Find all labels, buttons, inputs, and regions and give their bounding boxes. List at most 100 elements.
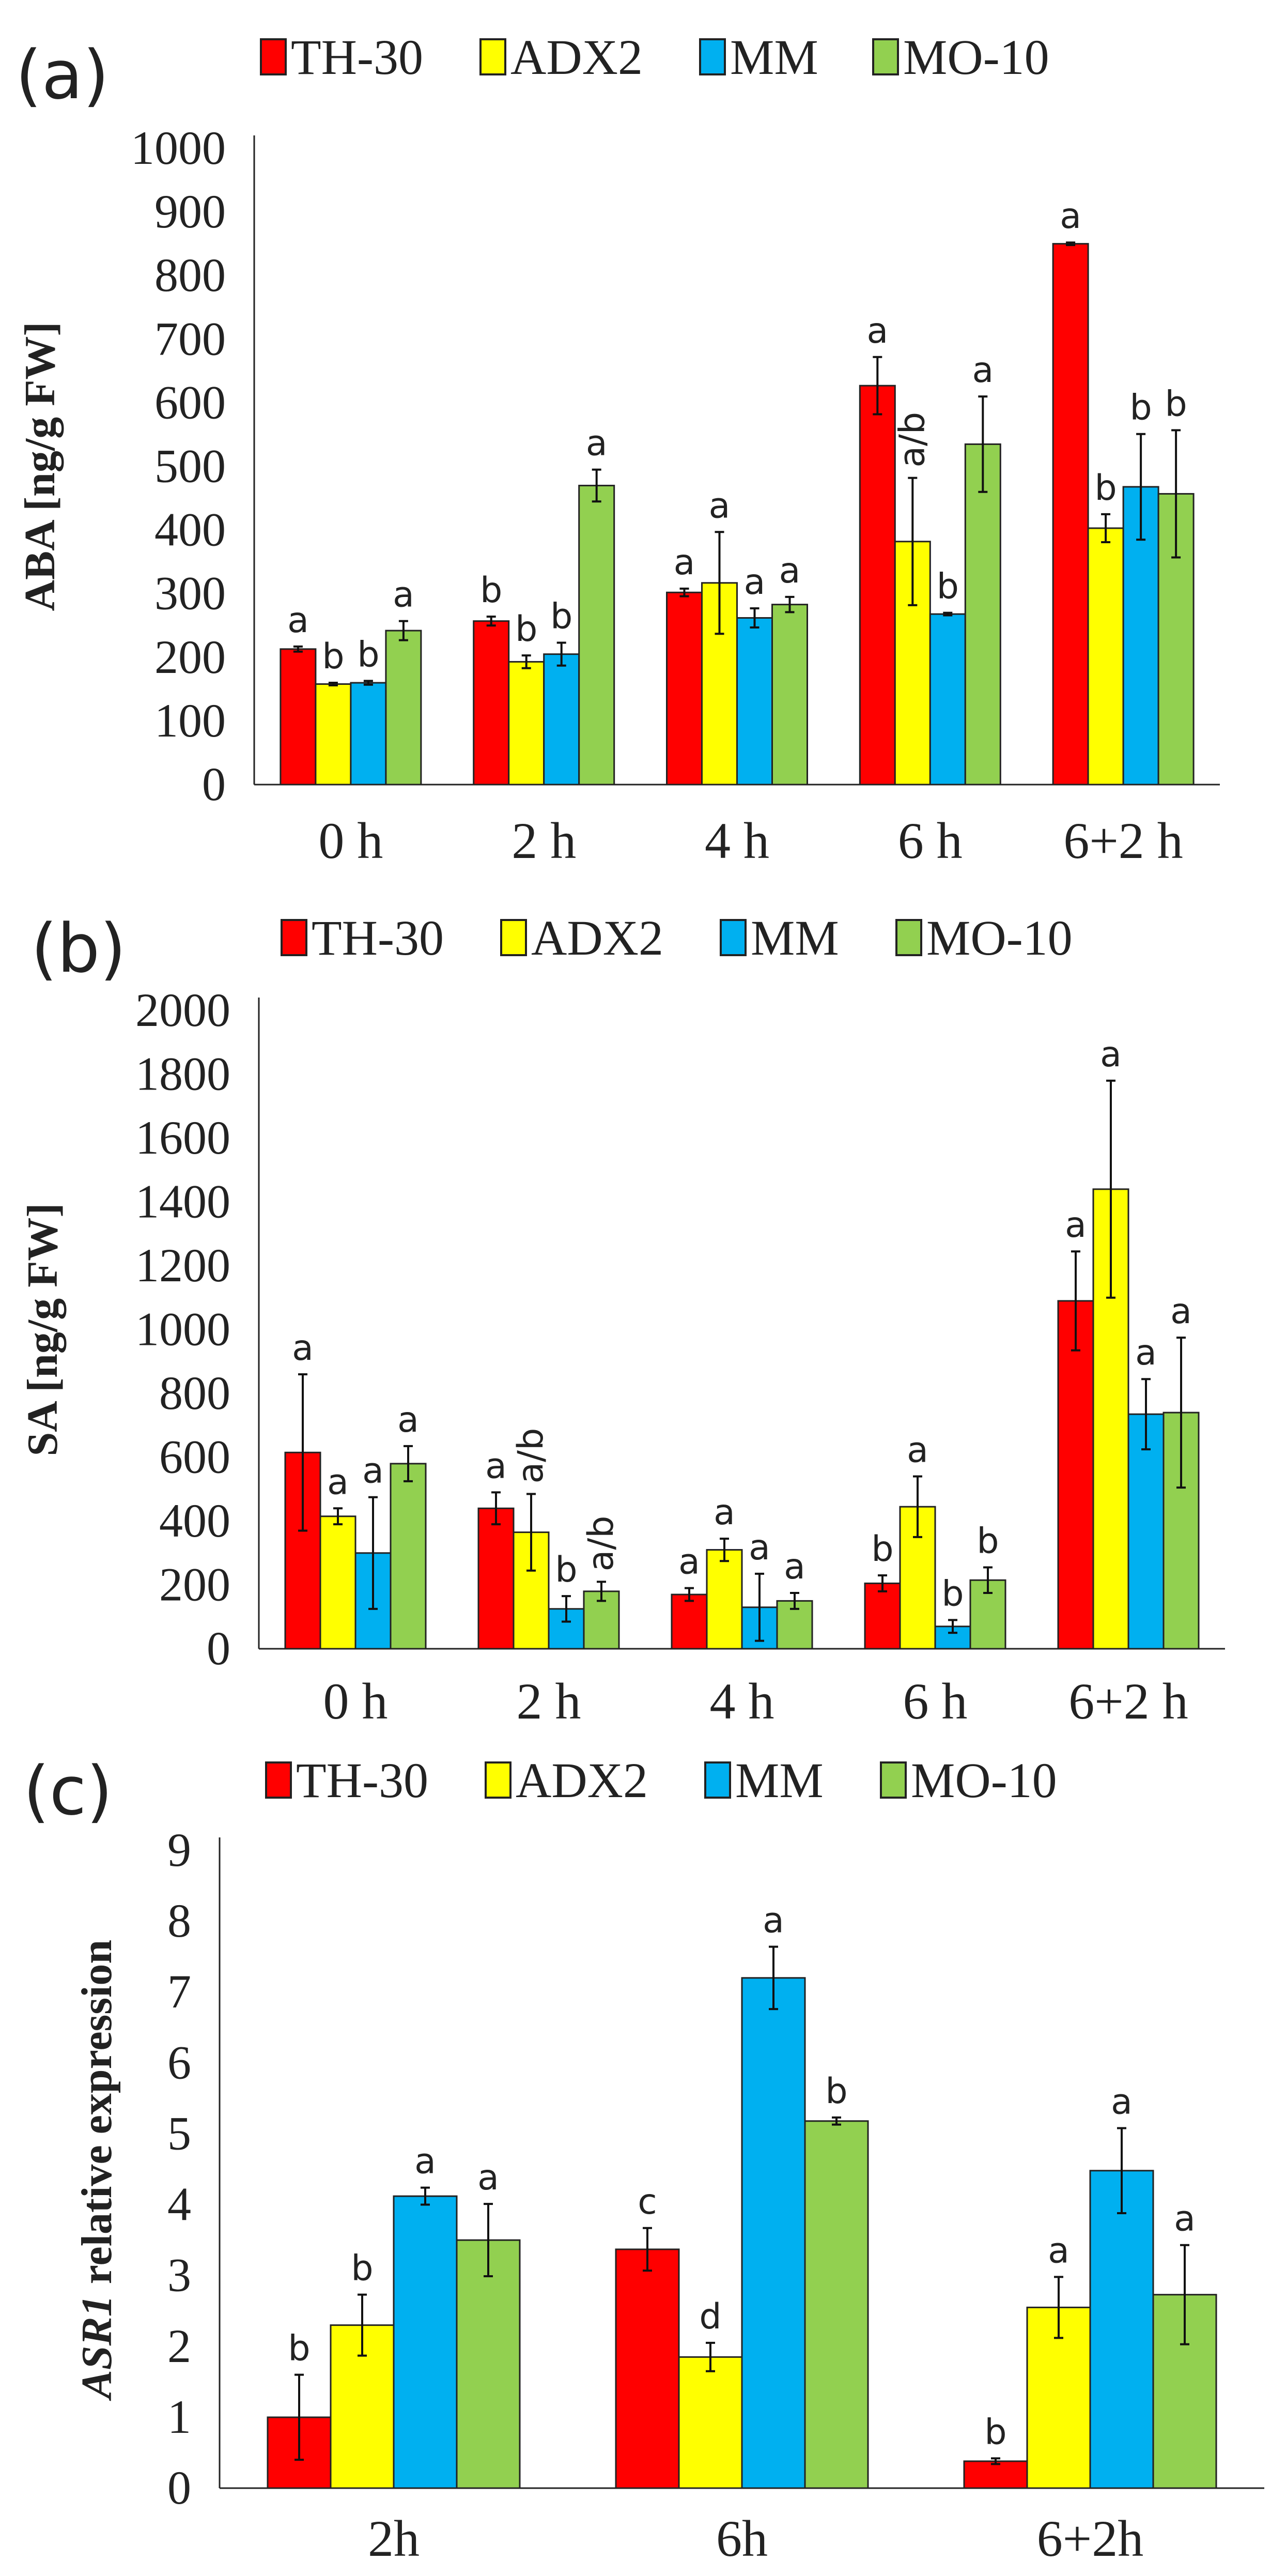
bar-mo-10	[390, 1463, 427, 1650]
significance-letter: a	[779, 550, 801, 591]
significance-letter: a	[972, 350, 994, 391]
bar-th-30	[666, 591, 703, 786]
bar-mm	[736, 617, 773, 786]
significance-letter: b	[871, 1529, 893, 1570]
significance-letter: b	[351, 2248, 373, 2289]
y-tick-label: 6	[167, 2036, 191, 2089]
bar-adx2	[678, 2356, 743, 2489]
legend-swatch-mm	[699, 38, 726, 75]
y-tick-label: 1000	[135, 1303, 230, 1356]
y-tick-label: 800	[154, 249, 226, 301]
y-tick-label: 0	[207, 1622, 230, 1675]
x-tick-label: 6h	[716, 2510, 768, 2567]
bar-th-30	[473, 620, 510, 786]
y-tick-label: 1	[167, 2390, 191, 2443]
x-tick-label: 6 h	[903, 1673, 968, 1730]
x-tick-label: 0 h	[323, 1673, 388, 1730]
bar-adx2	[315, 683, 352, 786]
bar-th-30	[615, 2248, 680, 2489]
x-tick-label: 2 h	[517, 1673, 581, 1730]
significance-letter: a	[1065, 1205, 1087, 1246]
significance-letter: a	[763, 1900, 784, 1941]
legend-label: ADX2	[531, 910, 663, 965]
legend-label: MM	[735, 1753, 824, 1808]
y-tick-label: 200	[154, 631, 226, 683]
significance-letter: a	[292, 1328, 314, 1369]
bar-mo-10	[385, 630, 422, 786]
y-tick-label: 400	[159, 1494, 230, 1547]
bar-th-30	[859, 385, 896, 786]
bar-mo-10	[964, 443, 1001, 786]
bar-mo-10	[804, 2120, 869, 2489]
significance-letter: a	[1170, 1291, 1192, 1332]
significance-letter: b	[937, 566, 959, 607]
significance-letter: c	[638, 2182, 657, 2222]
bar-mm	[543, 653, 580, 786]
significance-letter: a	[1100, 1034, 1122, 1075]
significance-letter: b	[825, 2071, 847, 2112]
bar-mm	[741, 1977, 806, 2489]
y-tick-label: 600	[154, 376, 226, 428]
bar-adx2	[319, 1515, 357, 1650]
significance-letter: a	[586, 423, 608, 464]
significance-letter: a	[397, 1400, 419, 1440]
significance-letter: a	[485, 1446, 507, 1486]
bar-mo-10	[456, 2239, 521, 2489]
legend-swatch-adx2	[485, 1761, 512, 1799]
significance-letter: a	[709, 485, 731, 526]
significance-letter: a/b	[581, 1516, 622, 1572]
x-tick-label: 6+2 h	[1063, 812, 1183, 869]
bar-mm	[929, 613, 966, 786]
legend-swatch-mo-10	[895, 919, 922, 956]
x-tick-label: 6 h	[898, 812, 963, 869]
y-tick-label: 1200	[135, 1239, 230, 1292]
panel-a: (a) TH-30 ADX2 MM MO-10 0 100 200 300 400 500 600 70…	[16, 29, 1220, 869]
y-tick-label: 4	[167, 2178, 191, 2231]
significance-letter: a/b	[892, 412, 933, 468]
significance-letter: a	[714, 1492, 735, 1533]
significance-letter: b	[555, 1550, 577, 1590]
legend-swatch-th-30	[265, 1761, 292, 1799]
y-tick-label: 5	[167, 2107, 191, 2159]
significance-letter: a	[287, 600, 309, 641]
y-tick-label: 9	[167, 1823, 191, 1876]
bar-mm	[393, 2195, 458, 2489]
legend-swatch-th-30	[281, 919, 307, 956]
significance-letter: a	[414, 2141, 436, 2182]
y-axis-label: ABA [ng/g FW]	[16, 321, 64, 611]
y-tick-label: 700	[154, 312, 226, 365]
significance-letter: a	[674, 542, 695, 583]
legend-swatch-mm	[704, 1761, 731, 1799]
legend-label: MM	[751, 910, 839, 965]
y-tick-label: 2	[167, 2320, 191, 2372]
bar-mo-10	[771, 604, 808, 786]
legend-swatch-adx2	[479, 38, 506, 75]
bar-mm	[350, 682, 387, 786]
bar-th-30	[864, 1582, 901, 1650]
significance-letter: b	[515, 609, 537, 650]
significance-letter: b	[357, 634, 379, 675]
significance-letter: b	[1095, 468, 1117, 509]
panel-label: (a)	[16, 36, 109, 114]
y-tick-label: 3	[167, 2249, 191, 2302]
bar-th-30	[280, 648, 317, 786]
significance-letter: b	[977, 1521, 999, 1562]
significance-letter: b	[480, 570, 502, 611]
legend-label: MO-10	[903, 29, 1049, 85]
legend-label: ADX2	[510, 29, 643, 85]
significance-letter: a	[393, 575, 414, 616]
legend-label: TH-30	[312, 910, 444, 965]
x-tick-label: 4 h	[705, 812, 769, 869]
x-tick-label: 6+2 h	[1068, 1673, 1188, 1730]
y-tick-label: 400	[154, 503, 226, 556]
significance-letter: a	[784, 1546, 805, 1587]
legend-label: TH-30	[291, 29, 423, 85]
y-tick-label: 0	[167, 2461, 191, 2514]
x-tick-label: 6+2h	[1037, 2510, 1143, 2567]
significance-letter: a	[866, 311, 888, 351]
significance-letter: a	[749, 1527, 770, 1568]
significance-letter: a	[678, 1542, 700, 1583]
legend-label: TH-30	[296, 1753, 428, 1808]
panel-label: (c)	[23, 1752, 113, 1830]
